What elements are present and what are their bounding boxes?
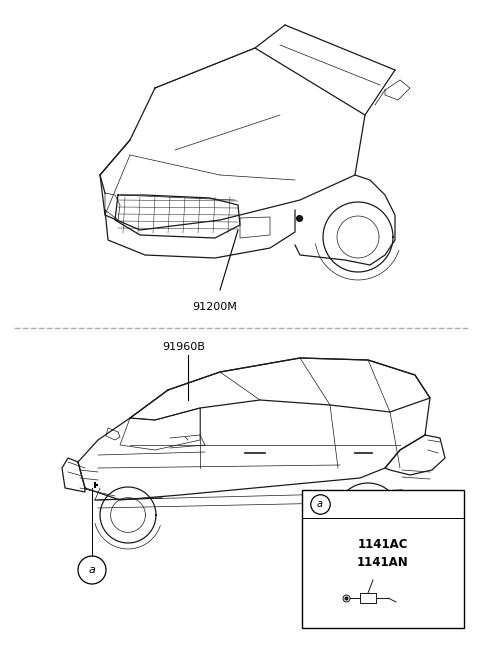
Text: a: a	[89, 565, 96, 575]
Text: 91960B: 91960B	[162, 342, 205, 352]
Text: 1141AN: 1141AN	[357, 556, 409, 569]
Bar	[302, 490, 464, 628]
Text: 91200M: 91200M	[192, 302, 238, 312]
Text: 1141AC: 1141AC	[358, 539, 408, 552]
Text: a: a	[317, 499, 323, 509]
